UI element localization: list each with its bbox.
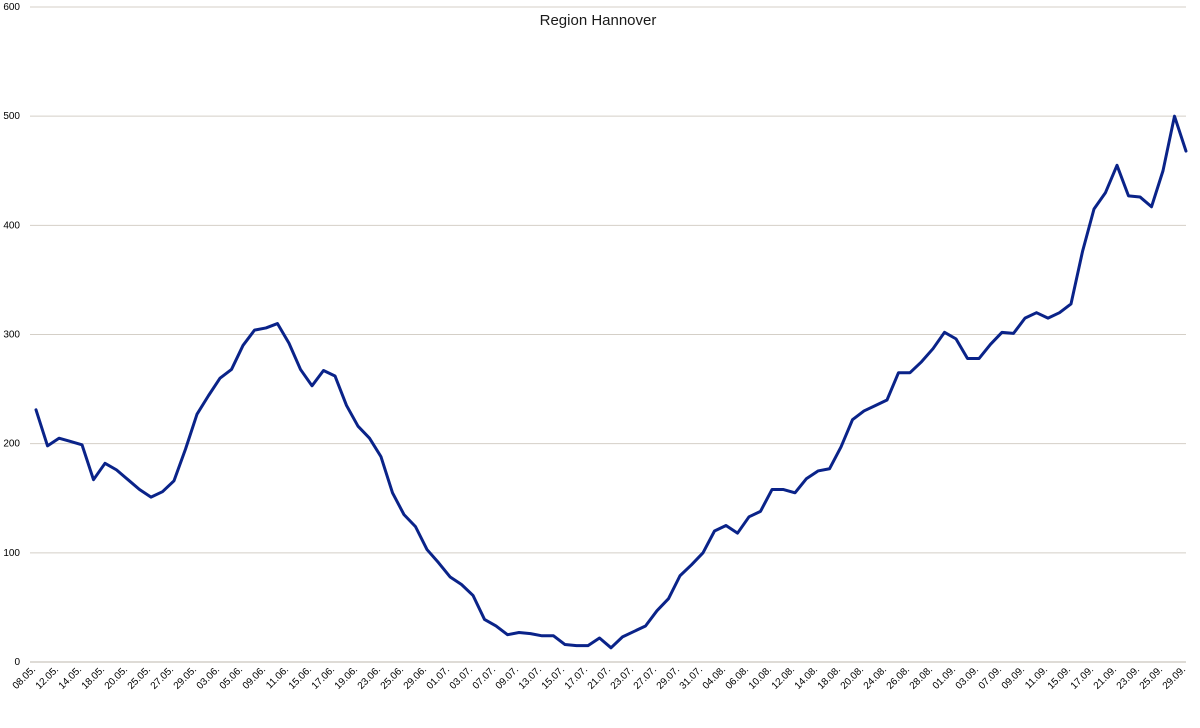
y-tick-label: 200 <box>3 439 20 450</box>
series-lines <box>34 114 1188 650</box>
gridlines <box>30 6 1186 663</box>
chart-title: Region Hannover <box>540 12 657 29</box>
y-tick-label: 100 <box>3 548 20 559</box>
y-tick-label: 400 <box>3 220 20 231</box>
y-tick-label: 500 <box>3 111 20 122</box>
y-tick-label: 0 <box>14 657 20 668</box>
y-tick-label: 300 <box>3 330 20 341</box>
y-tick-label: 600 <box>3 2 20 13</box>
y-axis-tick-labels: 0 100 200 300 400 500 600 <box>3 2 20 668</box>
series-line <box>34 114 1188 650</box>
